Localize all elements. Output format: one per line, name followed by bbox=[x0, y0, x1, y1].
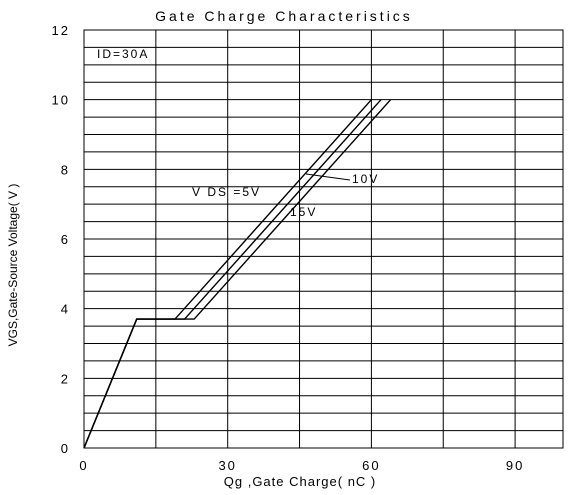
grid bbox=[84, 30, 563, 448]
series-label-15v: 15V bbox=[290, 205, 317, 219]
y-tick-label: 6 bbox=[61, 232, 70, 247]
y-tick-label: 4 bbox=[61, 302, 70, 317]
data-series bbox=[83, 99, 392, 449]
condition-label: ID=30A bbox=[97, 47, 149, 61]
series-label-10v: 10V bbox=[352, 172, 379, 186]
y-tick-label: 10 bbox=[52, 93, 70, 108]
y-axis-label: VGS,Gate-Source Voltage( V ) bbox=[6, 184, 20, 347]
y-tick-label: 12 bbox=[52, 23, 70, 38]
x-tick-label: 30 bbox=[218, 458, 236, 473]
x-tick-label: 0 bbox=[79, 458, 88, 473]
y-tick-label: 0 bbox=[61, 441, 70, 456]
series-label-10v-leader bbox=[305, 173, 351, 181]
series-line-3 bbox=[83, 99, 392, 449]
tick-labels: 0 2 4 6 8 10 12 0 30 60 90 bbox=[52, 23, 524, 473]
y-tick-label: 2 bbox=[61, 371, 70, 386]
x-axis-label: Qg ,Gate Charge( nC ) bbox=[224, 474, 377, 489]
y-tick-label: 8 bbox=[61, 162, 70, 177]
plot-frame bbox=[83, 29, 564, 449]
series-label-vds-5v: V DS =5V bbox=[192, 185, 261, 199]
x-tick-label: 90 bbox=[506, 458, 524, 473]
x-tick-label: 60 bbox=[362, 458, 380, 473]
chart-title: Gate Charge Characteristics bbox=[155, 8, 413, 24]
